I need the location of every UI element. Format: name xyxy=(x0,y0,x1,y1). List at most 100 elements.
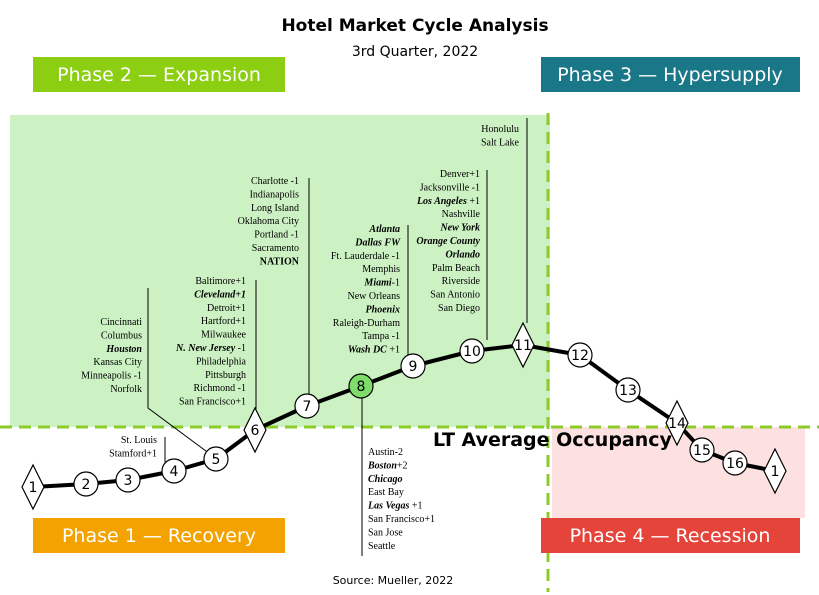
phase-label: Phase 4 — Recession xyxy=(570,525,771,547)
city-name: Cleveland+1 xyxy=(194,289,246,300)
city-entry: Chicago xyxy=(368,474,402,485)
city-name: Seattle xyxy=(368,541,396,552)
city-name: Richmond -1 xyxy=(194,383,247,394)
cycle-node xyxy=(115,467,141,493)
city-entry: Memphis xyxy=(362,264,400,275)
city-entry: East Bay xyxy=(368,487,404,498)
city-name: San Diego xyxy=(438,303,480,314)
city-entry: Atlanta xyxy=(368,224,400,235)
city-entry: New York xyxy=(439,223,480,234)
cycle-node xyxy=(21,463,45,511)
city-entry: St. Louis xyxy=(121,435,157,446)
city-name: Orange County xyxy=(416,236,480,247)
cycle-node xyxy=(722,450,748,476)
city-entry: Hartford+1 xyxy=(201,316,246,327)
city-name: San Francisco+1 xyxy=(368,514,435,525)
phase-label: Phase 2 — Expansion xyxy=(57,64,261,86)
city-name: Minneapolis -1 xyxy=(81,371,142,382)
source: Source: Mueller, 2022 xyxy=(333,574,454,587)
cycle-node xyxy=(665,399,689,447)
city-name: East Bay xyxy=(368,487,404,498)
city-entry: Columbus xyxy=(101,330,142,341)
leader-line xyxy=(147,288,215,458)
node-label: 2 xyxy=(82,477,91,493)
city-name: Cincinnati xyxy=(100,317,142,328)
city-entry: Cincinnati xyxy=(100,317,142,328)
city-entry: N. New Jersey -1 xyxy=(175,343,246,354)
node-label: 15 xyxy=(693,443,711,459)
city-entry: Sacramento xyxy=(252,243,299,254)
city-name: Baltimore+1 xyxy=(195,276,246,287)
city-name: Denver+1 xyxy=(440,169,480,180)
city-change: +1 xyxy=(409,501,422,512)
city-name: Long Island xyxy=(251,203,299,214)
cycle-node xyxy=(459,338,485,364)
city-name: Stamford+1 xyxy=(109,448,157,459)
cycle-node xyxy=(763,447,787,495)
city-name: Salt Lake xyxy=(481,137,520,148)
node-label: 9 xyxy=(409,359,418,375)
city-name: New York xyxy=(439,223,480,234)
cycle-node xyxy=(348,373,374,399)
city-entry: Stamford+1 xyxy=(109,448,157,459)
cycle-node xyxy=(161,458,187,484)
city-name: St. Louis xyxy=(121,435,157,446)
city-entry: Dallas FW xyxy=(354,237,401,248)
node-label: 16 xyxy=(726,456,744,472)
city-entry: Philadelphia xyxy=(196,356,247,367)
city-entry: Kansas City xyxy=(93,357,142,368)
city-name: San Antonio xyxy=(430,290,480,301)
node-label: 3 xyxy=(124,473,133,489)
city-entry: NATION xyxy=(260,256,300,267)
expansion-zone xyxy=(10,115,550,427)
city-change: +1 xyxy=(467,196,480,207)
city-name: Oklahoma City xyxy=(238,216,299,227)
city-entry: Riverside xyxy=(442,276,481,287)
phase-label: Phase 1 — Recovery xyxy=(62,525,256,547)
city-entry: Milwaukee xyxy=(201,330,247,341)
city-entry: Long Island xyxy=(251,203,299,214)
cycle-node xyxy=(689,437,715,463)
node-label: 5 xyxy=(212,452,221,468)
city-entry: Nashville xyxy=(442,209,481,220)
subtitle: 3rd Quarter, 2022 xyxy=(352,44,478,60)
city-entry: Phoenix xyxy=(366,304,400,315)
city-entry: San Jose xyxy=(368,527,403,538)
city-entry: Norfolk xyxy=(110,384,142,395)
city-entry: Minneapolis -1 xyxy=(81,371,142,382)
city-name: San Jose xyxy=(368,527,403,538)
city-entry: Tampa -1 xyxy=(362,331,400,342)
phase-box xyxy=(541,518,800,553)
city-entry: San Francisco+1 xyxy=(368,514,435,525)
city-entry: Los Angeles +1 xyxy=(416,196,480,207)
city-name: Phoenix xyxy=(366,304,400,315)
node-label: 1 xyxy=(771,464,780,480)
city-name: Boston xyxy=(367,460,397,471)
city-entry: Oklahoma City xyxy=(238,216,299,227)
cycle-node xyxy=(615,377,641,403)
city-name: Austin-2 xyxy=(368,447,403,458)
city-entry: Cleveland+1 xyxy=(194,289,246,300)
city-entry: Orlando xyxy=(446,249,480,260)
city-entry: Pittsburgh xyxy=(205,370,246,381)
phase-box xyxy=(33,518,285,553)
cycle: Cincinnati Columbus Houston Kansas City Minn… xyxy=(21,118,787,556)
city-change: +2 xyxy=(397,460,408,471)
node-label: 13 xyxy=(619,383,637,399)
city-name: Columbus xyxy=(101,330,142,341)
city-entry: Orange County xyxy=(416,236,480,247)
city-name: Sacramento xyxy=(252,243,299,254)
city-name: Pittsburgh xyxy=(205,370,246,381)
city-entry: San Diego xyxy=(438,303,480,314)
city-entry: Portland -1 xyxy=(254,230,299,241)
city-entry: Charlotte -1 xyxy=(251,176,299,187)
city-entry: Honolulu xyxy=(481,124,519,135)
node-label: 14 xyxy=(668,416,686,432)
city-name: Hartford+1 xyxy=(201,316,246,327)
city-entry: Houston xyxy=(105,344,142,355)
city-name: Houston xyxy=(105,344,142,355)
city-name: Detroit+1 xyxy=(207,303,246,314)
city-name: Ft. Lauderdale -1 xyxy=(331,251,400,262)
city-entry: Raleigh-Durham xyxy=(333,318,400,329)
